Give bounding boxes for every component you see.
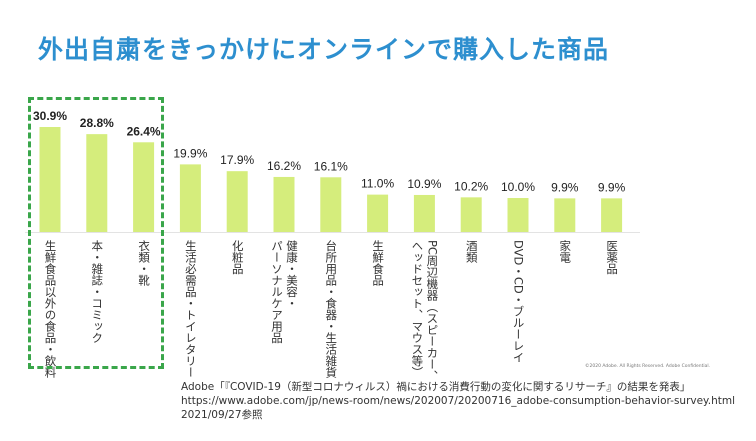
bar xyxy=(507,198,529,232)
copyright-notice: ©2020 Adobe. All Rights Reserved. Adobe … xyxy=(585,364,711,369)
category-label: 本・雑誌・コミック xyxy=(90,240,105,344)
source-title: Adobe「『COVID-19（新型コロナウィルス）禍における消費行動の変化に関… xyxy=(181,381,691,393)
bar xyxy=(273,176,295,232)
source-citation: Adobe「『COVID-19（新型コロナウィルス）禍における消費行動の変化に関… xyxy=(181,380,735,422)
value-label: 10.2% xyxy=(454,179,488,193)
bar xyxy=(39,127,61,232)
value-label: 9.9% xyxy=(598,180,626,194)
category-label: 生活必需品・トイレタリー xyxy=(183,240,198,378)
bar xyxy=(367,194,389,232)
value-label: 11.0% xyxy=(361,177,394,191)
bar xyxy=(601,198,623,232)
category-label: 医薬品 xyxy=(605,240,620,275)
bar xyxy=(460,197,482,232)
value-label: 19.9% xyxy=(173,146,207,160)
value-label: 16.1% xyxy=(314,159,348,173)
bar xyxy=(179,164,201,232)
category-label: 家電 xyxy=(558,240,573,263)
highlight-box xyxy=(28,97,164,369)
value-label: 10.0% xyxy=(501,180,535,194)
category-label: 台所用品・食器・生活雑貨 xyxy=(324,240,339,378)
category-label: 化粧品 xyxy=(230,240,245,275)
value-label: 28.8% xyxy=(80,116,114,130)
category-label: 健康・美容・ パーソナルケア用品 xyxy=(270,240,299,344)
bar xyxy=(86,134,108,232)
page-title: 外出自粛をきっかけにオンラインで購入した商品 xyxy=(38,35,610,64)
category-label: 衣類・靴 xyxy=(137,240,152,286)
value-label: 10.9% xyxy=(407,177,441,191)
bar xyxy=(413,194,435,232)
category-label: 生鮮食品以外の食品・飲料 xyxy=(43,240,58,378)
value-label: 30.9% xyxy=(33,109,67,123)
bar xyxy=(320,177,342,232)
bar xyxy=(133,142,155,232)
value-label: 26.4% xyxy=(127,124,161,138)
value-label: 17.9% xyxy=(220,153,254,167)
value-label: 16.2% xyxy=(267,159,301,173)
source-date: 2021/09/27参照 xyxy=(181,409,263,421)
category-label: PC周辺機器（スピーカー、 ヘッドセット、マウス等） xyxy=(410,240,440,382)
source-url[interactable]: https://www.adobe.com/jp/news-room/news/… xyxy=(181,395,736,407)
category-label: DVD・CD・ブルーレイ xyxy=(511,240,526,363)
category-label: 生鮮食品 xyxy=(371,240,386,286)
value-label: 9.9% xyxy=(551,180,579,194)
category-label: 酒類 xyxy=(464,240,479,263)
bar xyxy=(554,198,576,232)
bar xyxy=(226,171,248,232)
